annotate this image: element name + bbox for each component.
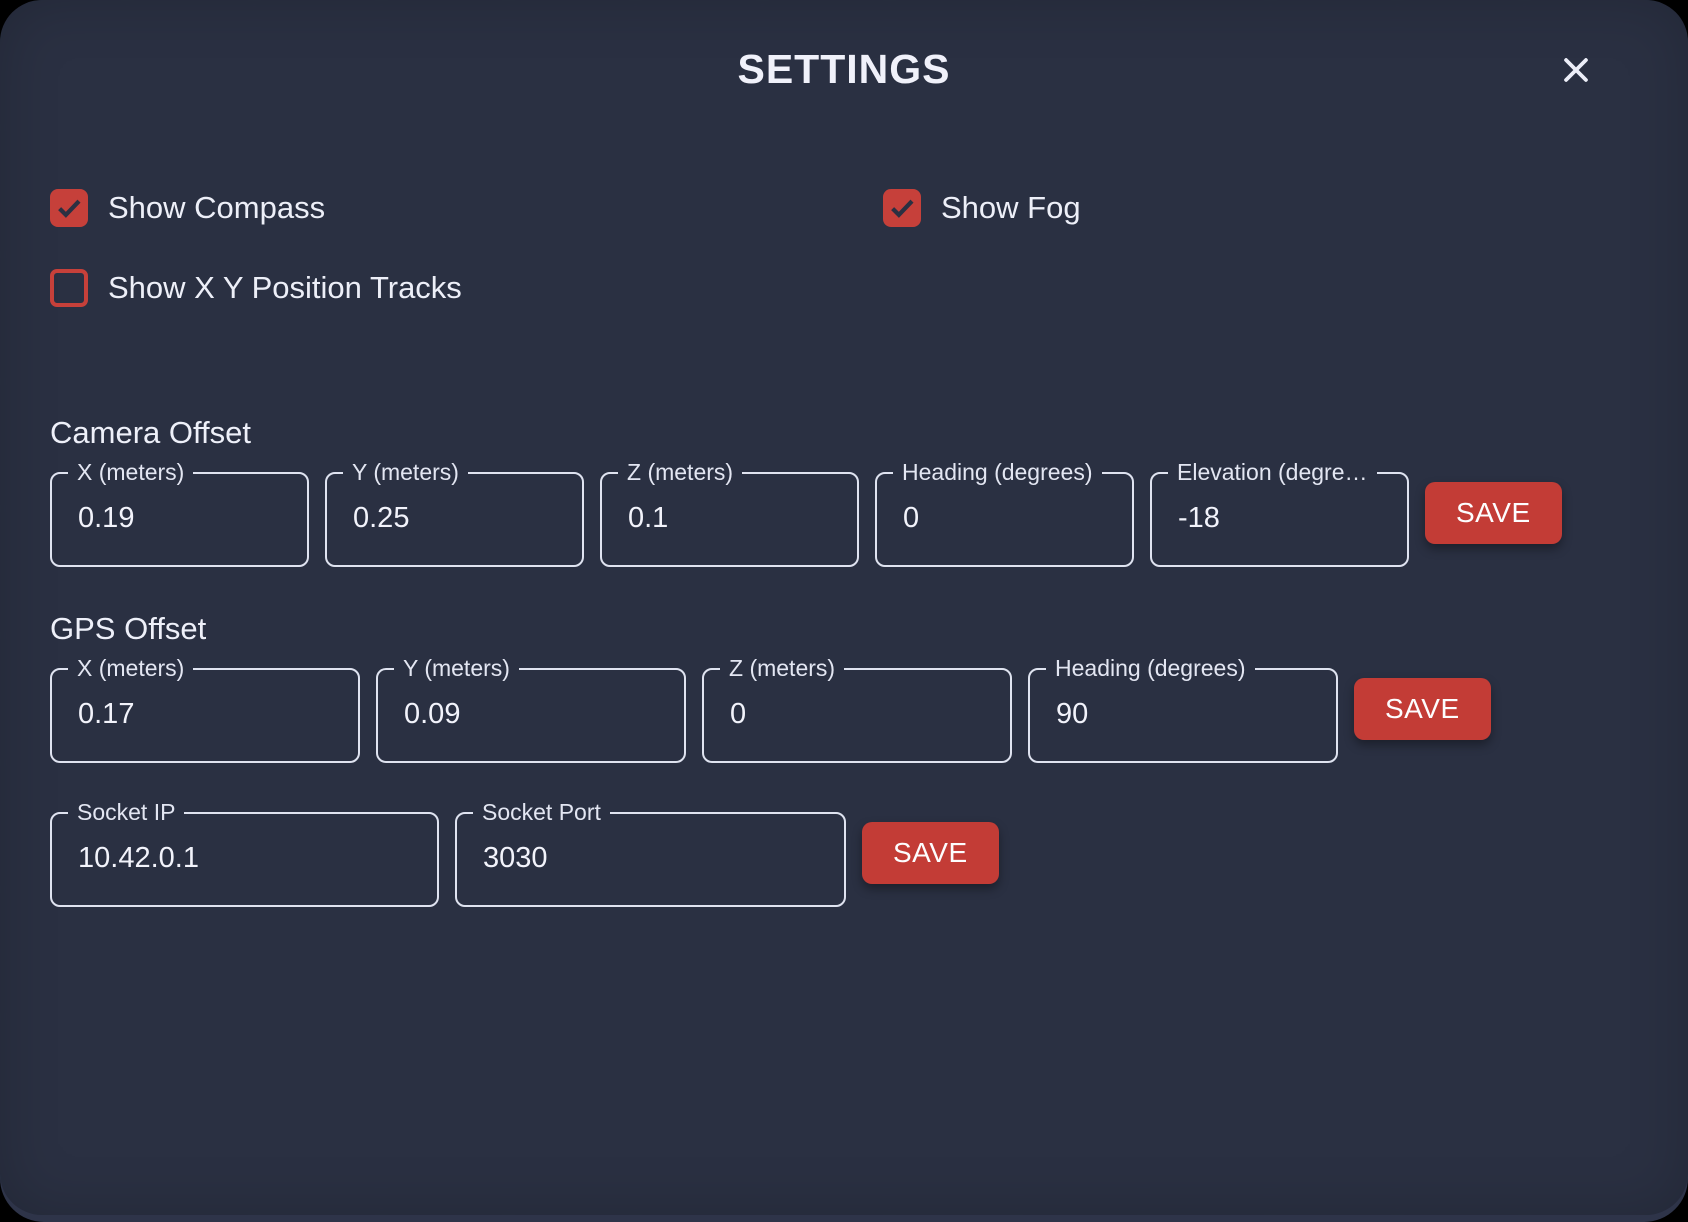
field-value: 0.19 xyxy=(78,502,135,534)
dialog-header: SETTINGS xyxy=(0,0,1688,93)
gps-x-input[interactable]: X (meters) 0.17 xyxy=(50,655,360,763)
checkbox-label: Show Compass xyxy=(108,190,326,225)
field-label: Heading (degrees) xyxy=(1055,655,1246,681)
socket-ip-input[interactable]: Socket IP 10.42.0.1 xyxy=(50,799,439,907)
field-value: 0.1 xyxy=(628,502,669,534)
field-label: Y (meters) xyxy=(403,655,510,681)
page-title: SETTINGS xyxy=(737,46,951,92)
checkbox-unchecked-icon[interactable] xyxy=(50,269,88,307)
field-label: Z (meters) xyxy=(729,655,836,681)
field-label: Y (meters) xyxy=(352,459,459,485)
field-label: Heading (degrees) xyxy=(902,459,1093,485)
gps-offset-section: GPS Offset X (meters) 0.17 Y (meters) 0.… xyxy=(50,611,1638,763)
checkbox-show-xy-position-tracks[interactable]: Show X Y Position Tracks xyxy=(50,269,883,307)
socket-port-input[interactable]: Socket Port 3030 xyxy=(455,799,846,907)
camera-heading-input[interactable]: Heading (degrees) 0 xyxy=(875,459,1134,567)
close-button[interactable] xyxy=(1548,42,1604,98)
field-label: X (meters) xyxy=(77,655,185,681)
checkbox-checked-icon[interactable] xyxy=(50,189,88,227)
socket-section: Socket IP 10.42.0.1 Socket Port 3030 SAV… xyxy=(50,799,1638,907)
camera-x-input[interactable]: X (meters) 0.19 xyxy=(50,459,309,567)
checkbox-checked-icon[interactable] xyxy=(883,189,921,227)
field-value: 0.09 xyxy=(404,698,461,730)
camera-offset-section: Camera Offset X (meters) 0.19 Y (meters)… xyxy=(50,415,1638,567)
checkbox-show-fog[interactable]: Show Fog xyxy=(883,189,1638,227)
camera-elevation-input[interactable]: Elevation (degre… -18 xyxy=(1150,459,1409,567)
camera-y-input[interactable]: Y (meters) 0.25 xyxy=(325,459,584,567)
field-value: 3030 xyxy=(483,842,548,874)
gps-z-input[interactable]: Z (meters) 0 xyxy=(702,655,1012,763)
gps-offset-save-button[interactable]: SAVE xyxy=(1354,678,1491,740)
gps-heading-input[interactable]: Heading (degrees) 90 xyxy=(1028,655,1338,763)
socket-save-button[interactable]: SAVE xyxy=(862,822,999,884)
field-label: Socket Port xyxy=(482,799,601,825)
field-label: Z (meters) xyxy=(627,459,734,485)
field-label: Socket IP xyxy=(77,799,176,825)
field-value: 10.42.0.1 xyxy=(78,842,199,874)
field-value: 0.25 xyxy=(353,502,410,534)
checkbox-group: Show Compass Show Fog Show X Y Position … xyxy=(50,189,1638,307)
field-value: -18 xyxy=(1178,502,1220,534)
gps-offset-heading: GPS Offset xyxy=(50,611,207,646)
field-label: Elevation (degre… xyxy=(1177,459,1368,485)
socket-fields: Socket IP 10.42.0.1 Socket Port 3030 SAV… xyxy=(50,799,1638,907)
camera-offset-save-button[interactable]: SAVE xyxy=(1425,482,1562,544)
checkbox-show-compass[interactable]: Show Compass xyxy=(50,189,883,227)
camera-offset-fields: X (meters) 0.19 Y (meters) 0.25 Z (meter… xyxy=(50,459,1638,567)
checkbox-label: Show X Y Position Tracks xyxy=(108,270,462,305)
field-value: 0.17 xyxy=(78,698,135,730)
gps-y-input[interactable]: Y (meters) 0.09 xyxy=(376,655,686,763)
camera-offset-heading: Camera Offset xyxy=(50,415,252,450)
field-label: X (meters) xyxy=(77,459,185,485)
camera-z-input[interactable]: Z (meters) 0.1 xyxy=(600,459,859,567)
field-value: 0 xyxy=(730,698,747,730)
close-icon xyxy=(1559,53,1593,87)
field-value: 0 xyxy=(903,502,920,534)
gps-offset-fields: X (meters) 0.17 Y (meters) 0.09 Z (meter… xyxy=(50,655,1638,763)
checkbox-label: Show Fog xyxy=(941,190,1081,225)
field-value: 90 xyxy=(1056,698,1089,730)
